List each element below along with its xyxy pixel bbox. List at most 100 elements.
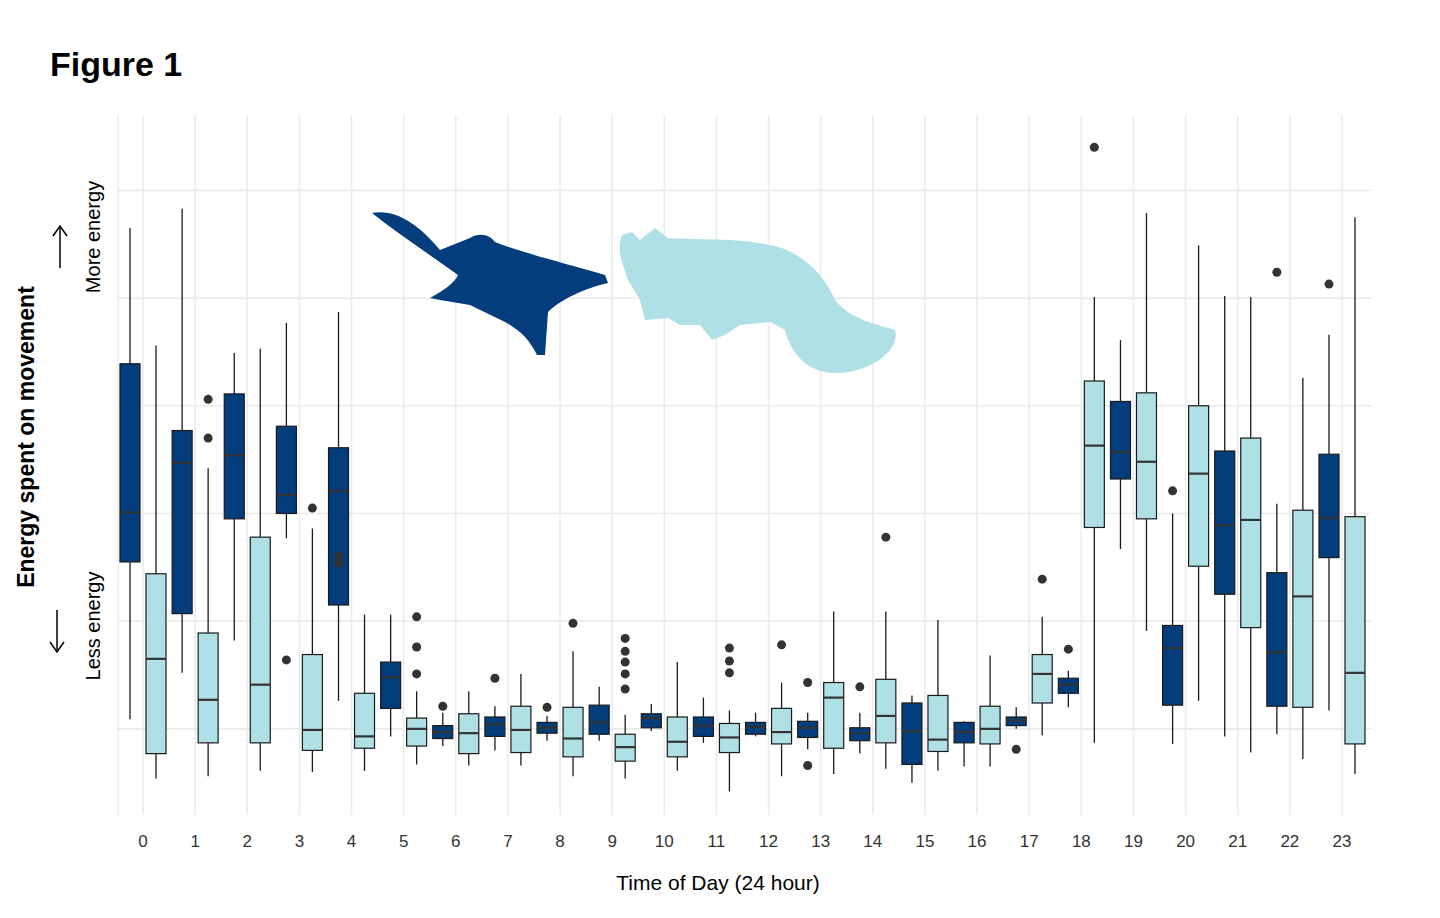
whisker bbox=[1120, 340, 1121, 401]
whisker bbox=[651, 704, 652, 714]
whisker bbox=[599, 734, 600, 740]
whisker bbox=[494, 706, 495, 717]
tick-label: 20 bbox=[1176, 832, 1195, 851]
median bbox=[407, 728, 427, 730]
whisker bbox=[1042, 617, 1043, 655]
grid-line bbox=[976, 115, 978, 815]
outlier bbox=[725, 668, 734, 677]
box bbox=[1293, 510, 1313, 707]
whisker bbox=[546, 733, 547, 741]
whisker bbox=[390, 615, 391, 662]
box bbox=[224, 394, 244, 519]
outlier bbox=[1324, 280, 1333, 289]
whisker bbox=[859, 741, 860, 754]
tick-label: 11 bbox=[708, 832, 726, 851]
whisker bbox=[677, 757, 678, 771]
whisker bbox=[442, 739, 443, 747]
median bbox=[641, 717, 661, 719]
box bbox=[928, 695, 948, 751]
grid-line bbox=[1028, 115, 1030, 815]
median bbox=[824, 697, 844, 699]
grid-line bbox=[872, 115, 874, 815]
legend-icon bbox=[372, 212, 608, 355]
median bbox=[772, 731, 792, 733]
whisker bbox=[1354, 217, 1355, 516]
whisker bbox=[989, 744, 990, 767]
outlier bbox=[803, 678, 812, 687]
median bbox=[954, 731, 974, 733]
box bbox=[902, 703, 922, 764]
whisker bbox=[416, 691, 417, 718]
median bbox=[563, 737, 583, 739]
box bbox=[198, 633, 218, 743]
tick-label: 23 bbox=[1333, 832, 1352, 851]
box bbox=[1215, 451, 1235, 594]
axis-line bbox=[118, 115, 119, 815]
median bbox=[667, 741, 687, 743]
median bbox=[276, 494, 296, 496]
whisker bbox=[364, 748, 365, 771]
median bbox=[1136, 461, 1156, 463]
whisker bbox=[1146, 213, 1147, 393]
whisker bbox=[1302, 707, 1303, 759]
arrow bbox=[56, 610, 58, 650]
median bbox=[615, 746, 635, 748]
outlier bbox=[855, 682, 864, 691]
outlier bbox=[621, 685, 630, 694]
whisker bbox=[207, 468, 208, 633]
outlier bbox=[308, 504, 317, 513]
box bbox=[355, 693, 375, 748]
median bbox=[1293, 595, 1313, 597]
tick-label: 5 bbox=[399, 832, 408, 851]
grid-line bbox=[1185, 115, 1187, 815]
median bbox=[589, 721, 609, 723]
whisker bbox=[729, 711, 730, 724]
tick-label: 15 bbox=[915, 832, 934, 851]
whisker bbox=[833, 748, 834, 774]
whisker bbox=[1224, 594, 1225, 736]
whisker bbox=[312, 750, 313, 772]
median bbox=[1345, 672, 1365, 674]
outlier bbox=[1272, 268, 1281, 277]
whisker bbox=[207, 743, 208, 776]
whisker bbox=[181, 209, 182, 431]
whisker bbox=[1198, 245, 1199, 405]
median bbox=[537, 727, 557, 729]
tick-label: 12 bbox=[759, 832, 778, 851]
box bbox=[667, 717, 687, 757]
tick-label: 3 bbox=[295, 832, 304, 851]
arrow-head bbox=[53, 226, 67, 236]
whisker bbox=[729, 753, 730, 792]
outlier bbox=[282, 655, 291, 664]
median bbox=[876, 715, 896, 717]
box bbox=[511, 706, 531, 752]
median bbox=[1163, 647, 1183, 649]
tick-label: 19 bbox=[1124, 832, 1143, 851]
chart: 01234567891011121314151617181920212223Fi… bbox=[0, 0, 1440, 918]
tick-label: 6 bbox=[451, 832, 460, 851]
grid-line bbox=[663, 115, 665, 815]
whisker bbox=[1068, 671, 1069, 679]
median bbox=[511, 729, 531, 731]
box bbox=[693, 717, 713, 736]
grid-line bbox=[118, 513, 1372, 515]
tick-label: 16 bbox=[968, 832, 987, 851]
whisker bbox=[1016, 707, 1017, 717]
outlier bbox=[204, 434, 213, 443]
tick-label: 18 bbox=[1072, 832, 1091, 851]
outlier bbox=[412, 643, 421, 652]
whisker bbox=[234, 519, 235, 641]
tick-label: 9 bbox=[607, 832, 616, 851]
box bbox=[1006, 717, 1026, 726]
box bbox=[172, 431, 192, 614]
annotation: Less energy bbox=[82, 572, 104, 681]
median bbox=[224, 454, 244, 456]
box bbox=[980, 706, 1000, 744]
box bbox=[615, 734, 635, 761]
outlier bbox=[1090, 143, 1099, 152]
box bbox=[1058, 678, 1078, 693]
grid-line bbox=[716, 115, 718, 815]
whisker bbox=[1146, 519, 1147, 631]
whisker bbox=[911, 764, 912, 782]
whisker bbox=[338, 605, 339, 701]
